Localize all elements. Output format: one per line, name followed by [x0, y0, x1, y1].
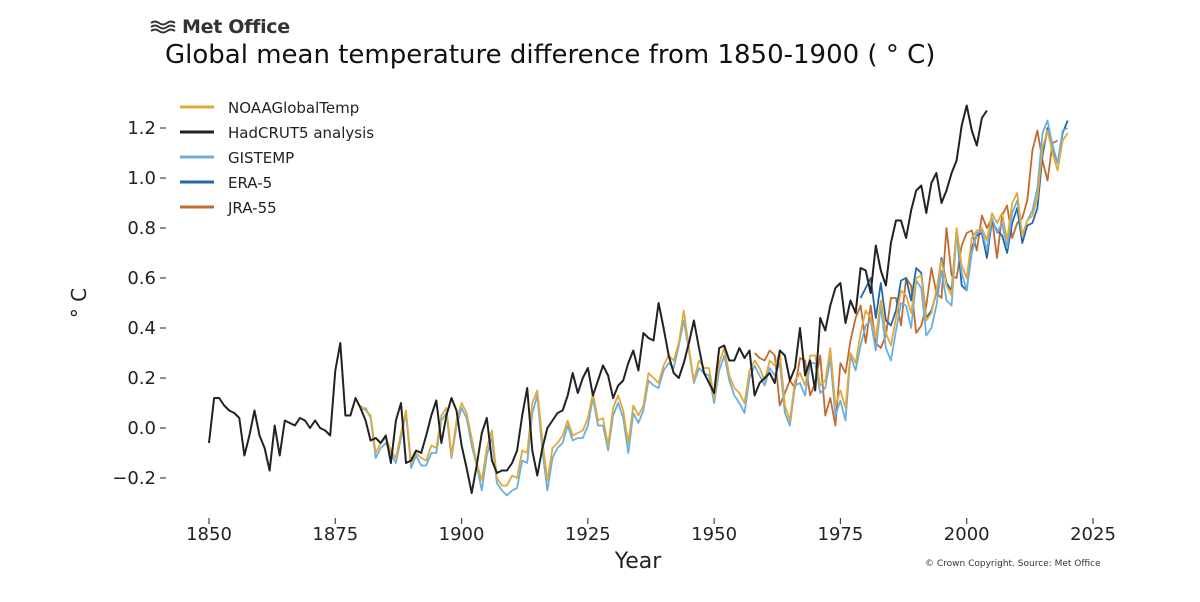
x-tick-label: 1975 — [818, 524, 864, 545]
copyright-credit: © Crown Copyright. Source: Met Office — [925, 559, 1101, 569]
x-axis-label: Year — [614, 549, 663, 574]
y-tick-label: 0.8 — [127, 218, 156, 239]
x-tick-label: 1850 — [186, 524, 232, 545]
met-office-logo: Met Office — [150, 16, 290, 38]
legend: NOAAGlobalTemp HadCRUT5 analysis GISTEMP ER… — [180, 99, 374, 217]
legend-label: GISTEMP — [228, 149, 294, 167]
series-line-era-5 — [859, 120, 1069, 327]
legend-label: JRA-55 — [227, 199, 277, 217]
chart-title: Global mean temperature difference from … — [165, 40, 936, 70]
y-tick-label: 0.2 — [127, 368, 156, 389]
met-office-wave-icon — [150, 20, 176, 34]
logo-text: Met Office — [182, 16, 290, 38]
x-tick-label: 1900 — [439, 524, 485, 545]
x-tick-label: 1925 — [565, 524, 611, 545]
legend-label: ERA-5 — [228, 174, 272, 192]
series-line-hadcrut5-analysis — [208, 104, 988, 494]
y-tick-label: −0.2 — [112, 468, 156, 489]
x-tick-label: 2000 — [944, 524, 990, 545]
x-tick-label: 2025 — [1070, 524, 1116, 545]
legend-label: NOAAGlobalTemp — [228, 99, 359, 117]
x-tick-label: 1875 — [312, 524, 358, 545]
y-tick-label: 1.0 — [127, 168, 156, 189]
x-tick-label: 1950 — [691, 524, 737, 545]
series-line-noaaglobaltemp — [359, 129, 1069, 487]
y-tick-label: 0.0 — [127, 418, 156, 439]
series-lines — [208, 104, 1069, 497]
y-tick-label: 1.2 — [127, 118, 156, 139]
legend-label: HadCRUT5 analysis — [228, 124, 374, 142]
y-tick-label: 0.4 — [127, 318, 156, 339]
y-tick-label: 0.6 — [127, 268, 156, 289]
series-line-gistemp — [360, 119, 1069, 497]
axes: 1850 1875 1900 1925 1950 1975 2000 2025 −0.2 0.0 0… — [112, 118, 1116, 545]
y-axis-label: ° C — [67, 288, 91, 318]
